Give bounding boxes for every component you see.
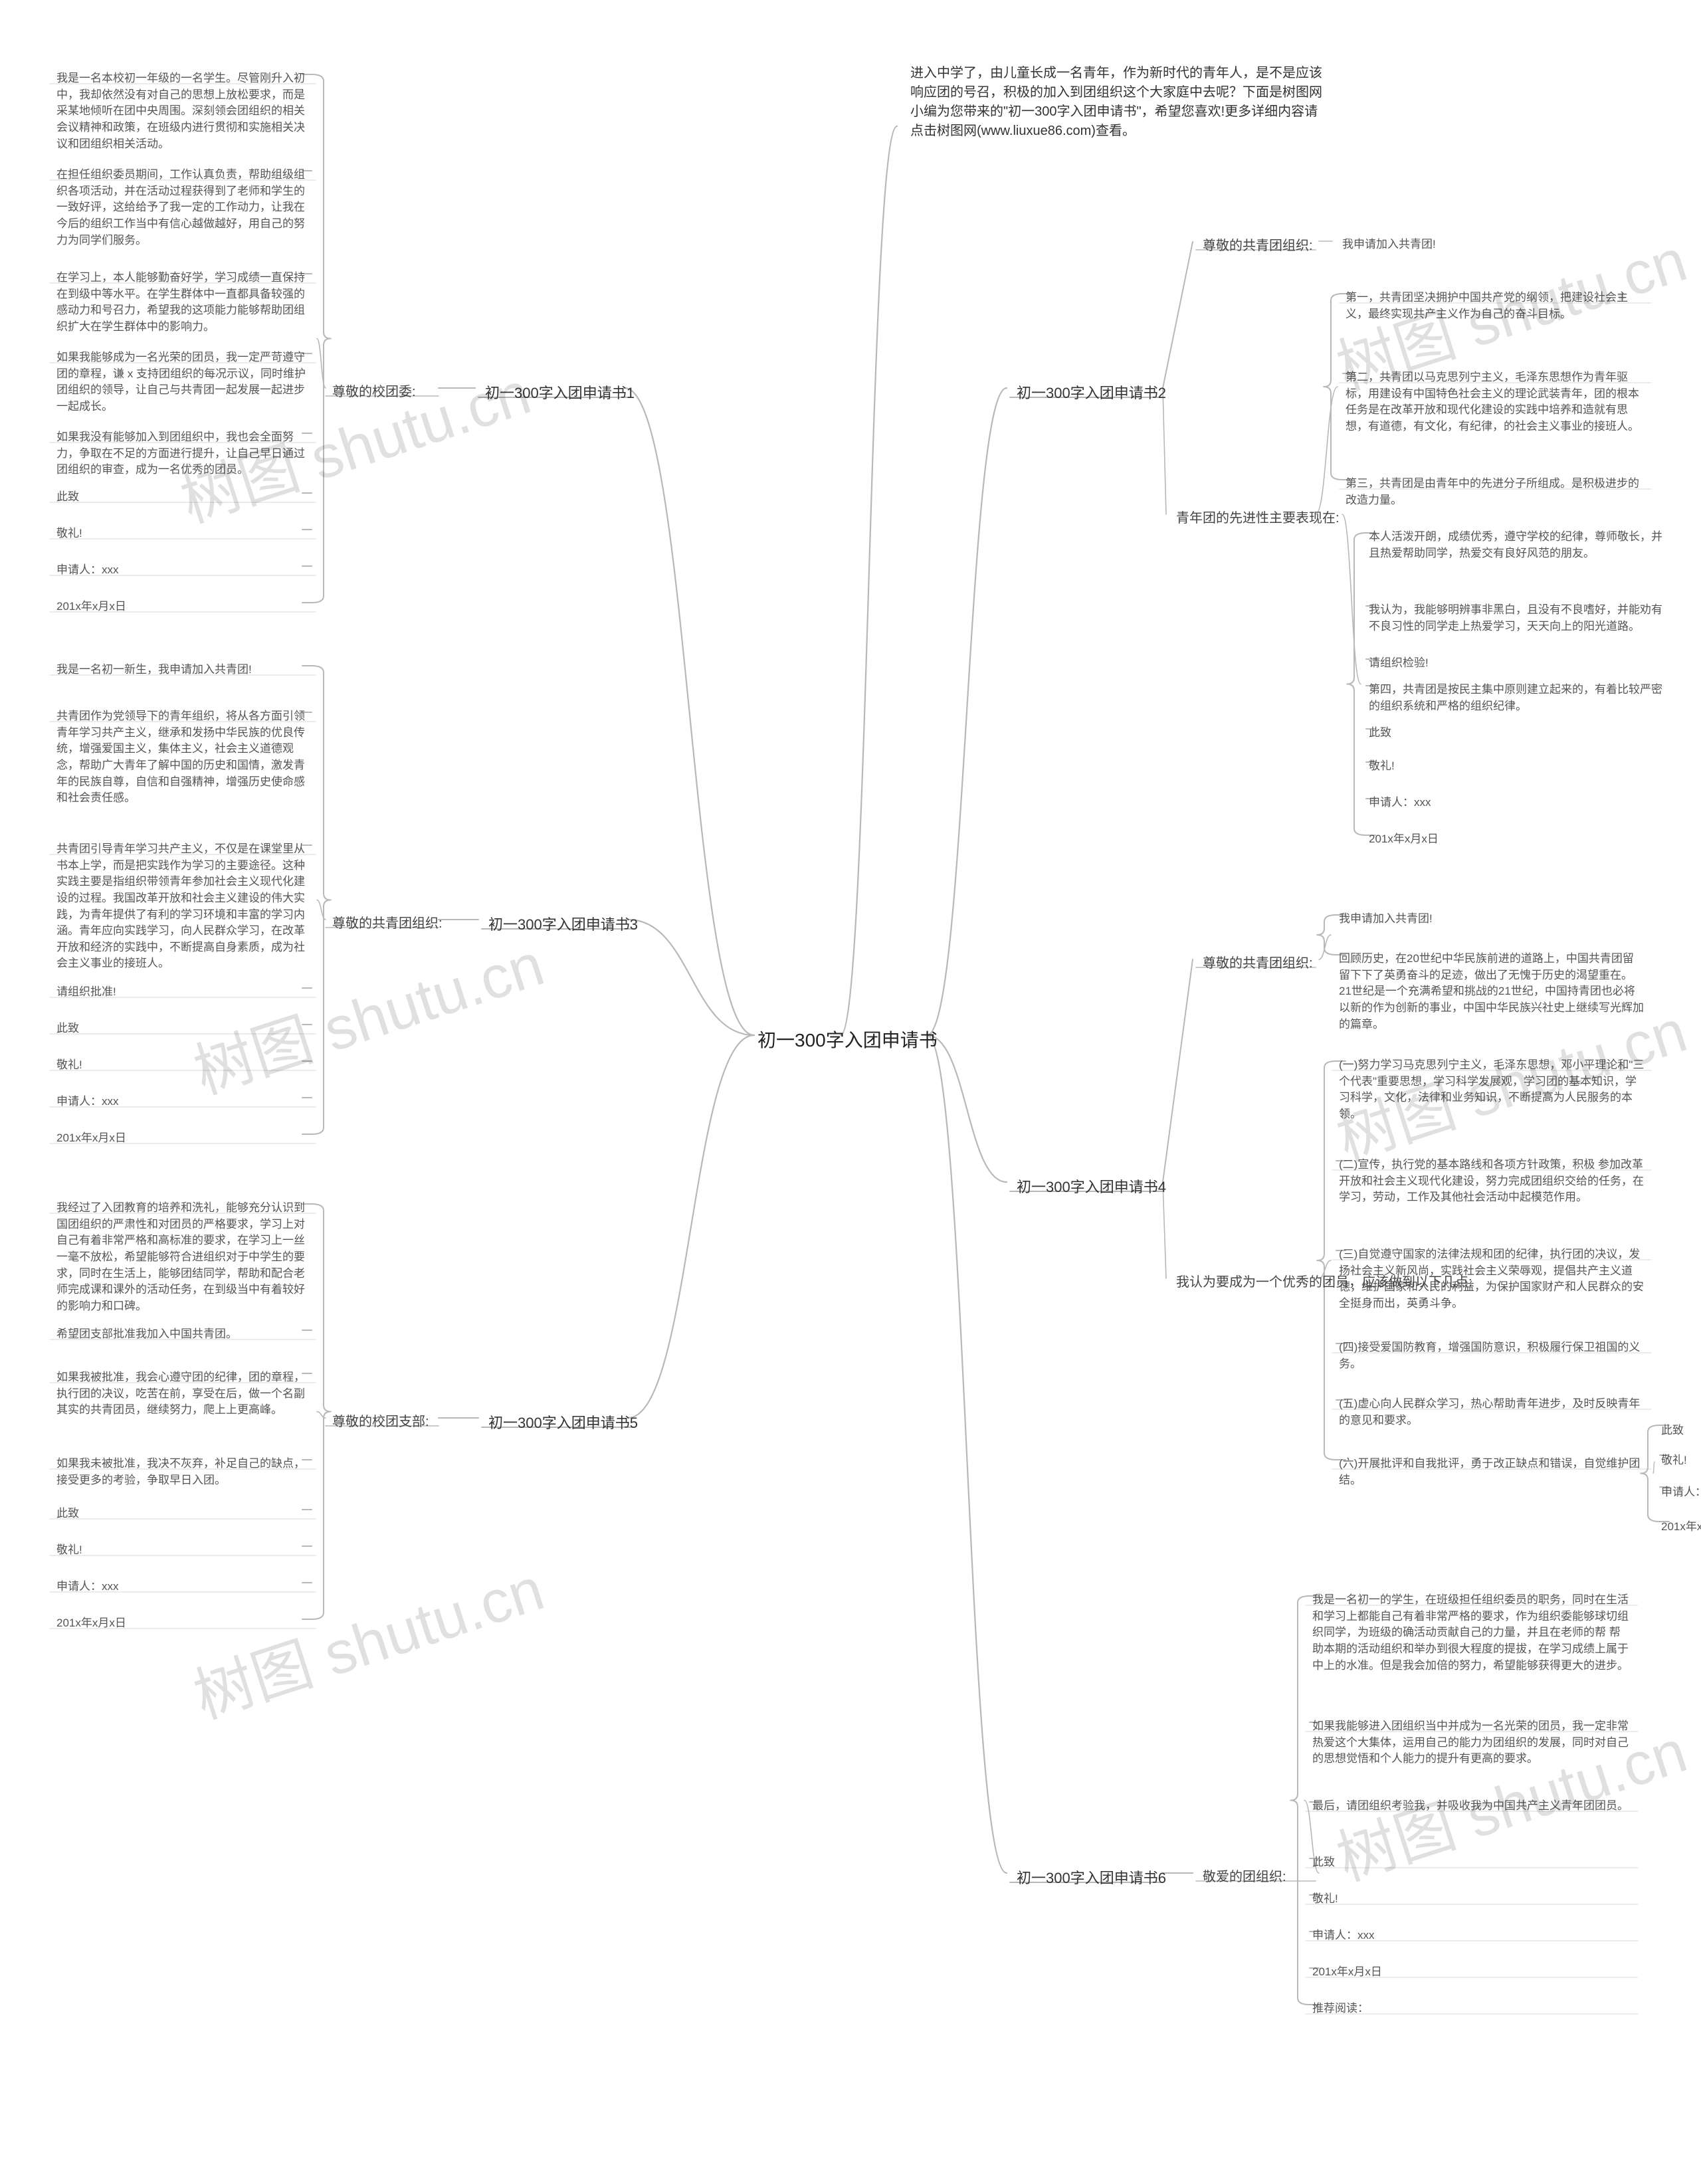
b2-subleaf-3: 第四，共青团是按民主集中原则建立起来的，有着比较严密的组织系统和严格的组织纪律。 [1362, 678, 1674, 718]
b5-leaf-3: 如果我未被批准，我决不灰弃，补足自己的缺点，接受更多的考验，争取早日入团。 [50, 1452, 316, 1492]
b5-label: 初一300字入团申请书5 [482, 1409, 645, 1438]
b6-leaf-7: 推荐阅读： [1306, 1997, 1638, 2021]
b5-leaf-5: 敬礼! [50, 1538, 316, 1563]
b1-leaf-0: 我是一名本校初一年级的一名学生。尽管刚升入初中，我却依然没有对自己的思想上放松要… [50, 66, 316, 156]
b3-leaf-5: 敬礼! [50, 1053, 316, 1078]
b6-leaf-1: 如果我能够进入团组织当中并成为一名光荣的团员，我一定非常热爱这个大集体，运用自己… [1306, 1714, 1638, 1771]
b6-leaf-0: 我是一名初一的学生，在班级担任组织委员的职务，同时在生活和学习上都能自己有着非常… [1306, 1588, 1638, 1678]
b4-tail-2: 申请人：xxx [1654, 1480, 1701, 1505]
b6-leaf-6: 201x年x月x日 [1306, 1960, 1638, 1985]
b2-leaf-0: 第一，共青团坚决拥护中国共产党的纲领，把建设社会主义，最终实现共产主义作为自己的… [1339, 286, 1651, 326]
b4-subchild-0: 我申请加入共青团! [1332, 907, 1651, 932]
b2-subleaf-7: 201x年x月x日 [1362, 827, 1674, 852]
b3-leaf-2: 共青团引导青年学习共产主义，不仅是在课堂里从书本上学，而是把实践作为学习的主要途… [50, 837, 316, 976]
b3-leaf-6: 申请人：xxx [50, 1090, 316, 1114]
b5-leaf-4: 此致 [50, 1502, 316, 1526]
b2-subleaf-1: 我认为，我能够明辨事非黑白，且没有不良嗜好，并能劝有不良习性的同学走上热爱学习，… [1362, 598, 1674, 639]
b1-label: 初一300字入团申请书1 [478, 379, 641, 408]
b3-leaf-0: 我是一名初一新生，我申请加入共青团! [50, 658, 316, 682]
b6-leaf-4: 敬礼! [1306, 1887, 1638, 1912]
intro-text: 进入中学了，由儿童长成一名青年，作为新时代的青年人，是不是应该响应团的号召，积极… [904, 60, 1329, 145]
b1-leaf-7: 申请人：xxx [50, 558, 316, 583]
b3-label: 初一300字入团申请书3 [482, 910, 645, 940]
b1-leaf-3: 如果我能够成为一名光荣的团员，我一定严苛遵守团的章程，谦 x 支持团组织的每况示… [50, 346, 316, 419]
b2-leaf-2: 第三，共青团是由青年中的先进分子所组成。是积极进步的改造力量。 [1339, 472, 1651, 512]
b4-sub2: 我认为要成为一个优秀的团员，应该做到以下几点: [1169, 1269, 1319, 1296]
b6-leaf-2: 最后，请团组织考验我，并吸收我为中国共产主义青年团团员。 [1306, 1794, 1638, 1819]
b4-tail-3: 201x年x月x日 [1654, 1515, 1701, 1539]
b1-leaf-2: 在学习上，本人能够勤奋好学，学习成绩一直保持在到级中等水平。在学生群体中一直都具… [50, 266, 316, 340]
b1-leaf-5: 此致 [50, 485, 316, 510]
b5-leaf-6: 申请人：xxx [50, 1575, 316, 1599]
b5-leaf-2: 如果我被批准，我会心遵守团的纪律，团的章程，执行团的决议，吃苦在前，享受在后，做… [50, 1365, 316, 1423]
b4-label: 初一300字入团申请书4 [1010, 1173, 1173, 1202]
b2-subleaf-0: 本人活泼开朗，成绩优秀，遵守学校的纪律，尊师敬长，并且热爱帮助同学，热爱交有良好… [1362, 525, 1674, 565]
b6-leaf-5: 申请人：xxx [1306, 1924, 1638, 1948]
b4-sub: 尊敬的共青团组织: [1196, 950, 1320, 977]
b2-subleaf-5: 敬礼! [1362, 754, 1674, 779]
b1-leaf-1: 在担任组织委员期间，工作认真负责，帮助组级组织各项活动，并在活动过程获得到了老师… [50, 163, 316, 252]
root-node: 初一300字入团申请书 [751, 1023, 944, 1058]
b5-leaf-0: 我经过了入团教育的培养和洗礼，能够充分认识到国团组织的严肃性和对团员的严格要求，… [50, 1196, 316, 1318]
b3-leaf-4: 此致 [50, 1017, 316, 1041]
b6-leaf-3: 此致 [1306, 1850, 1638, 1875]
b3-leaf-1: 共青团作为党领导下的青年组织，将从各方面引领青年学习共产主义，继承和发扬中华民族… [50, 704, 316, 811]
b3-leaf-7: 201x年x月x日 [50, 1126, 316, 1151]
b1-leaf-6: 敬礼! [50, 522, 316, 546]
b5-sub: 尊敬的校团支部: [326, 1409, 436, 1436]
b2-label: 初一300字入团申请书2 [1010, 379, 1173, 408]
b1-leaf-8: 201x年x月x日 [50, 595, 316, 619]
b4-leaf-1: (二)宣传，执行党的基本路线和各项方针政策，积极 参加改革开放和社会主义现代化建… [1332, 1153, 1651, 1210]
b4-tail-0: 此致 [1654, 1419, 1690, 1443]
b2-subleaf-2: 请组织检验! [1362, 651, 1674, 676]
b4-leaf-5: (六)开展批评和自我批评，勇于改正缺点和错误，自觉维护团结。 [1332, 1452, 1651, 1492]
b2-sub-after: 我申请加入共青团! [1336, 233, 1535, 257]
b3-sub: 尊敬的共青团组织: [326, 910, 449, 938]
b4-leaf-3: (四)接受爱国防教育，增强国防意识，积极履行保卫祖国的义务。 [1332, 1336, 1651, 1376]
mindmap-canvas: 初一300字入团申请书 进入中学了，由儿童长成一名青年，作为新时代的青年人，是不是… [0, 0, 1701, 2184]
b2-subleaf-4: 此致 [1362, 721, 1674, 745]
b3-leaf-3: 请组织批准! [50, 980, 316, 1005]
b4-subchild-1: 回顾历史，在20世纪中华民族前进的道路上，中国共青团留 留下下了英勇奋斗的足迹，… [1332, 947, 1651, 1037]
b4-leaf-4: (五)虚心向人民群众学习，热心帮助青年进步，及时反映青年的意见和要求。 [1332, 1392, 1651, 1433]
b5-leaf-7: 201x年x月x日 [50, 1611, 316, 1636]
b4-tail-1: 敬礼! [1654, 1448, 1694, 1473]
b2-sub2: 青年团的先进性主要表现在: [1169, 505, 1346, 532]
watermark: 树图 shutu.cn [181, 1541, 553, 1735]
b2-sub: 尊敬的共青团组织: [1196, 233, 1320, 260]
b5-leaf-1: 希望团支部批准我加入中国共青团。 [50, 1322, 316, 1347]
b4-leaf-0: (一)努力学习马克思列宁主义，毛泽东思想，邓小平理论和"三个代表"重要思想，学习… [1332, 1053, 1651, 1127]
b6-sub: 敬爱的团组织: [1196, 1864, 1293, 1891]
b2-subleaf-6: 申请人：xxx [1362, 791, 1674, 815]
b6-label: 初一300字入团申请书6 [1010, 1864, 1173, 1893]
b1-leaf-4: 如果我没有能够加入到团组织中，我也会全面努力，争取在不足的方面进行提升，让自己早… [50, 425, 316, 482]
b2-leaf-1: 第二，共青团以马克思列宁主义，毛泽东思想作为青年驱标，用建设有中国特色社会主义的… [1339, 365, 1651, 439]
b1-sub: 尊敬的校团委: [326, 379, 423, 406]
